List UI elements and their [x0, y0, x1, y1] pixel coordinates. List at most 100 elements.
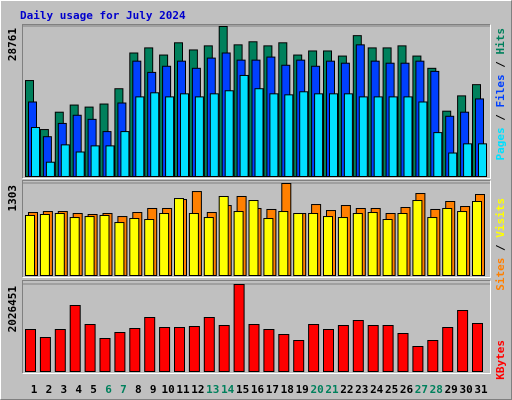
x-tick-label: 5 [90, 383, 97, 396]
legend-entry: Sites [494, 258, 507, 291]
x-tick-label: 15 [236, 383, 249, 396]
panel-frame [22, 280, 491, 374]
bar [90, 145, 100, 178]
x-tick-label: 4 [75, 383, 82, 396]
bar [329, 93, 338, 177]
bar [314, 93, 324, 177]
x-tick-label: 7 [120, 383, 127, 396]
panel-frame [22, 180, 491, 278]
bar [248, 323, 260, 373]
x-tick-label: 30 [459, 383, 472, 396]
x-tick-label: 8 [135, 383, 142, 396]
x-tick-label: 28 [430, 383, 443, 396]
bar [218, 195, 229, 277]
x-tick-label: 23 [355, 383, 368, 396]
legend-entry: Hits [494, 28, 507, 55]
bar [478, 143, 487, 177]
bar [209, 93, 219, 177]
bar [39, 213, 50, 277]
legend-entry: KBytes [494, 340, 507, 380]
bar [54, 328, 66, 373]
x-tick-label: 18 [281, 383, 294, 396]
bar [99, 214, 110, 276]
legend-entry: Files [494, 74, 507, 107]
panel-frame [22, 280, 491, 374]
bar [352, 213, 363, 276]
x-tick-label: 24 [370, 383, 384, 396]
bar [472, 201, 482, 276]
bar [120, 131, 130, 177]
x-tick-label: 25 [385, 383, 398, 396]
legend: Sites / Visits [494, 198, 507, 291]
bar [84, 323, 96, 373]
bar [337, 217, 348, 276]
legend-separator: / [494, 238, 507, 258]
bar [358, 96, 368, 177]
bar [412, 345, 424, 373]
bar [239, 74, 249, 177]
bar [278, 333, 290, 372]
legend: Pages / Files / Hits [494, 28, 507, 161]
y-tick-label: 2026451 [6, 286, 19, 333]
bar [84, 216, 95, 276]
bar [472, 322, 483, 372]
x-tick-label: 31 [474, 383, 488, 396]
bar [174, 198, 184, 276]
bar [25, 328, 36, 373]
bar [159, 326, 171, 373]
x-tick-label: 29 [445, 383, 458, 396]
bar [150, 92, 160, 177]
bar [323, 328, 334, 373]
bar [352, 319, 364, 372]
bar [457, 309, 469, 373]
bar [442, 326, 454, 373]
bar [278, 211, 289, 277]
bar [114, 222, 125, 276]
bar [397, 332, 409, 372]
bar [31, 127, 40, 177]
legend-entry: Visits [494, 198, 507, 238]
bar [412, 200, 423, 276]
panel-frame [22, 24, 491, 179]
bar [397, 213, 408, 276]
bar [388, 96, 398, 177]
bar [463, 143, 473, 177]
x-tick-label: 9 [150, 383, 157, 396]
x-tick-label: 11 [176, 383, 190, 396]
panel-frame [22, 180, 491, 278]
x-tick-label: 6 [105, 383, 112, 396]
x-tick-label: 26 [400, 383, 414, 396]
x-tick-label: 14 [221, 383, 235, 396]
bar [45, 161, 55, 177]
x-tick-label: 2 [46, 383, 53, 396]
bar [54, 213, 65, 276]
bar [105, 145, 115, 178]
bar [188, 213, 199, 276]
bar [367, 212, 378, 276]
legend-separator: / [494, 108, 507, 128]
y-tick-label: 28761 [6, 28, 19, 61]
x-tick-label: 19 [296, 383, 309, 396]
bar [263, 218, 274, 276]
bar [144, 316, 156, 372]
bar [248, 200, 259, 276]
legend: KBytes [494, 340, 507, 380]
bar [382, 219, 393, 277]
bar [69, 304, 81, 372]
x-tick-label: 27 [415, 383, 428, 396]
bar [180, 93, 189, 177]
bar [418, 101, 428, 177]
bar [233, 284, 245, 372]
bar [194, 96, 204, 177]
bar [224, 90, 234, 177]
x-tick-label: 1 [31, 383, 38, 396]
bar [448, 152, 458, 177]
x-tick-label: 3 [60, 383, 67, 396]
legend-entry: Pages [494, 127, 507, 160]
bar [269, 93, 279, 177]
bar [233, 211, 244, 277]
x-tick-label: 13 [206, 383, 219, 396]
bar [254, 88, 264, 177]
